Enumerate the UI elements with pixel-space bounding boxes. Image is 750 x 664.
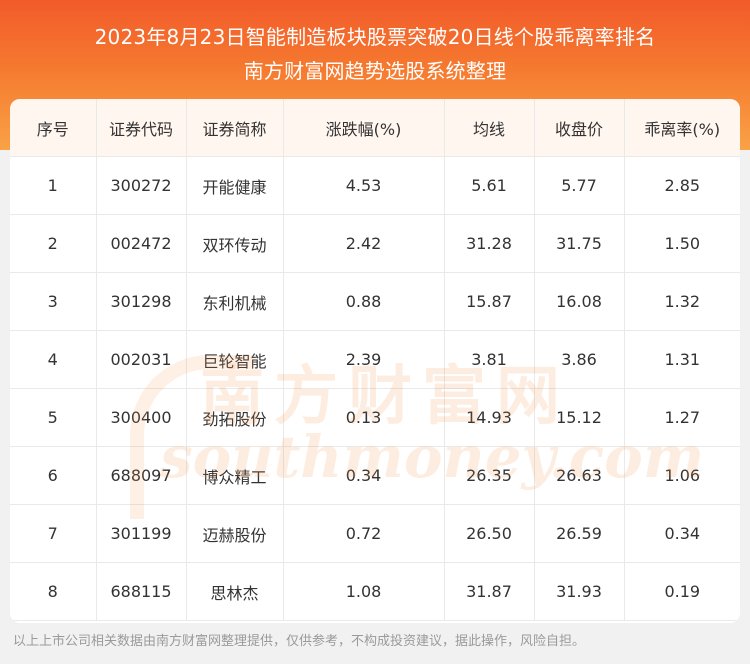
column-header-change: 涨跌幅(%) [283, 99, 445, 157]
cell-code: 301199 [96, 504, 187, 563]
table-row: 3 301298 东利机械 0.88 15.87 16.08 1.32 [10, 272, 740, 331]
cell-name: 东利机械 [186, 272, 284, 331]
cell-name: 双环传动 [186, 214, 284, 273]
table-row: 6 688097 博众精工 0.34 26.35 26.63 1.06 [10, 446, 740, 505]
cell-change: 1.08 [283, 562, 445, 621]
cell-ma: 3.81 [444, 330, 535, 389]
table-row: 2 002472 双环传动 2.42 31.28 31.75 1.50 [10, 214, 740, 273]
cell-bias: 1.32 [624, 272, 740, 331]
cell-ma: 14.93 [444, 388, 535, 447]
column-header-name: 证券简称 [186, 99, 284, 157]
page-title: 2023年8月23日智能制造板块股票突破20日线个股乖离率排名 [94, 25, 656, 49]
table-row: 1 300272 开能健康 4.53 5.61 5.77 2.85 [10, 156, 740, 215]
cell-ma: 26.50 [444, 504, 535, 563]
cell-change: 2.39 [283, 330, 445, 389]
cell-close: 26.63 [534, 446, 625, 505]
table-row: 7 301199 迈赫股份 0.72 26.50 26.59 0.34 [10, 504, 740, 563]
cell-code: 002031 [96, 330, 187, 389]
cell-ma: 26.35 [444, 446, 535, 505]
cell-close: 31.75 [534, 214, 625, 273]
column-header-code: 证券代码 [96, 99, 187, 157]
cell-close: 31.93 [534, 562, 625, 621]
cell-change: 0.13 [283, 388, 445, 447]
cell-code: 300272 [96, 156, 187, 215]
column-header-bias: 乖离率(%) [624, 99, 740, 157]
column-header-ma: 均线 [444, 99, 535, 157]
column-header-index: 序号 [10, 99, 97, 157]
cell-bias: 1.06 [624, 446, 740, 505]
cell-code: 688115 [96, 562, 187, 621]
cell-name: 劲拓股份 [186, 388, 284, 447]
table-row: 8 688115 思林杰 1.08 31.87 31.93 0.19 [10, 562, 740, 621]
cell-ma: 5.61 [444, 156, 535, 215]
cell-name: 思林杰 [186, 562, 284, 621]
cell-bias: 2.85 [624, 156, 740, 215]
table-row: 5 300400 劲拓股份 0.13 14.93 15.12 1.27 [10, 388, 740, 447]
cell-index: 5 [10, 388, 97, 447]
cell-code: 002472 [96, 214, 187, 273]
cell-ma: 15.87 [444, 272, 535, 331]
cell-index: 6 [10, 446, 97, 505]
cell-close: 3.86 [534, 330, 625, 389]
cell-ma: 31.87 [444, 562, 535, 621]
cell-index: 2 [10, 214, 97, 273]
cell-index: 1 [10, 156, 97, 215]
cell-code: 301298 [96, 272, 187, 331]
cell-close: 26.59 [534, 504, 625, 563]
cell-name: 博众精工 [186, 446, 284, 505]
cell-index: 8 [10, 562, 97, 621]
cell-change: 0.72 [283, 504, 445, 563]
cell-name: 迈赫股份 [186, 504, 284, 563]
cell-index: 7 [10, 504, 97, 563]
cell-index: 3 [10, 272, 97, 331]
cell-code: 688097 [96, 446, 187, 505]
cell-code: 300400 [96, 388, 187, 447]
cell-name: 巨轮智能 [186, 330, 284, 389]
cell-close: 16.08 [534, 272, 625, 331]
cell-change: 4.53 [283, 156, 445, 215]
table-header-row: 序号 证券代码 证券简称 涨跌幅(%) 均线 收盘价 乖离率(%) [10, 99, 740, 157]
cell-bias: 1.50 [624, 214, 740, 273]
cell-close: 15.12 [534, 388, 625, 447]
cell-bias: 0.19 [624, 562, 740, 621]
cell-close: 5.77 [534, 156, 625, 215]
page-subtitle: 南方财富网趋势选股系统整理 [243, 59, 507, 83]
cell-ma: 31.28 [444, 214, 535, 273]
cell-bias: 1.31 [624, 330, 740, 389]
cell-name: 开能健康 [186, 156, 284, 215]
ranking-table: 序号 证券代码 证券简称 涨跌幅(%) 均线 收盘价 乖离率(%) 1 3002… [10, 99, 740, 621]
cell-change: 2.42 [283, 214, 445, 273]
table-row: 4 002031 巨轮智能 2.39 3.81 3.86 1.31 [10, 330, 740, 389]
ranking-table-card: 序号 证券代码 证券简称 涨跌幅(%) 均线 收盘价 乖离率(%) 1 3002… [10, 99, 740, 623]
cell-bias: 0.34 [624, 504, 740, 563]
column-header-close: 收盘价 [534, 99, 625, 157]
disclaimer-footer: 以上上市公司相关数据由南方财富网整理提供，仅供参考，不构成投资建议，据此操作，风… [13, 634, 586, 649]
cell-bias: 1.27 [624, 388, 740, 447]
cell-index: 4 [10, 330, 97, 389]
cell-change: 0.34 [283, 446, 445, 505]
cell-change: 0.88 [283, 272, 445, 331]
